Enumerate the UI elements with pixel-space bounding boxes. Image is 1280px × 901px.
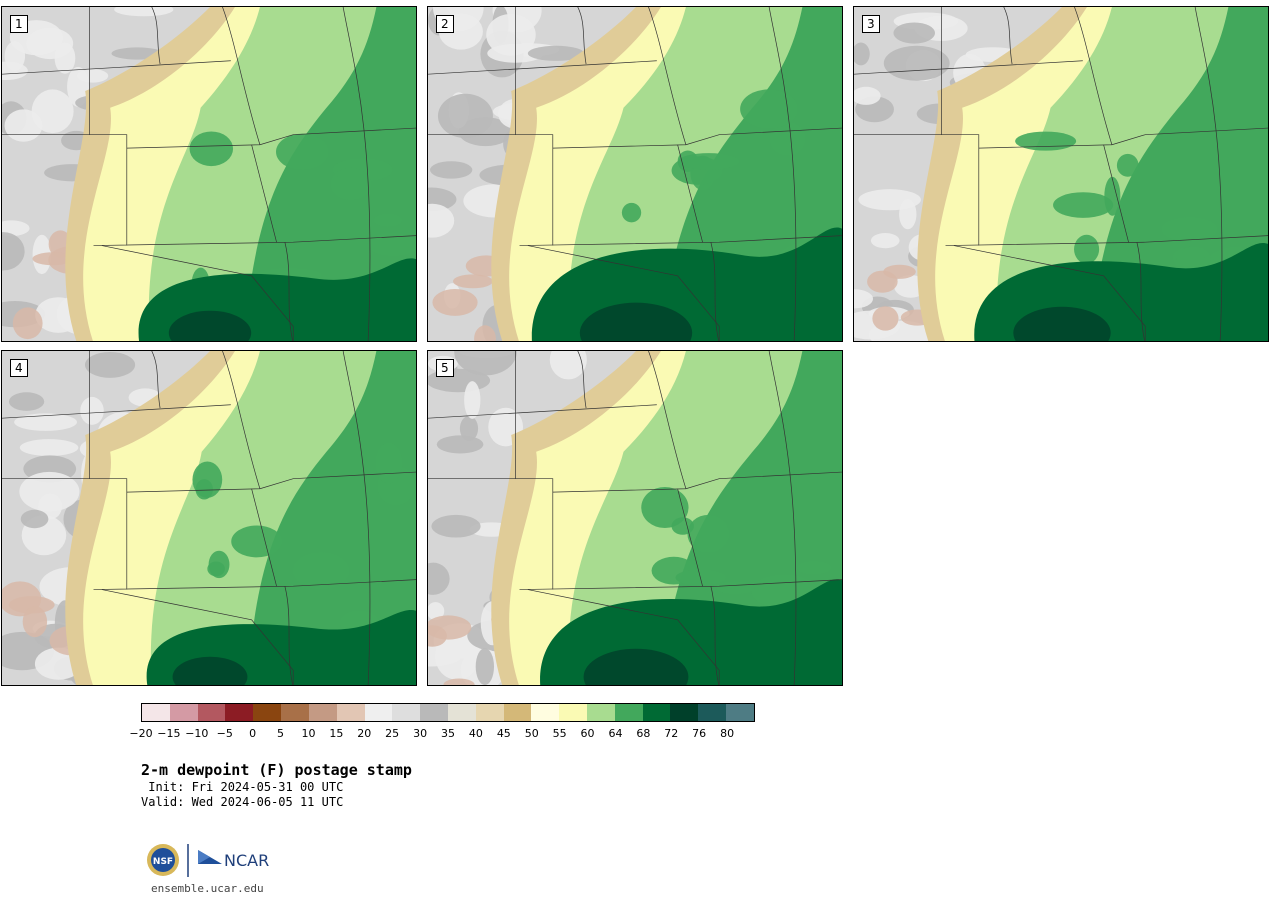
dewpoint-map-3	[854, 7, 1268, 341]
member-label: 2	[436, 15, 454, 33]
colorbar-tick-label: 72	[664, 727, 679, 740]
colorbar-swatch	[364, 704, 393, 721]
colorbar-swatch	[420, 704, 448, 721]
stamp-panel-5: 5	[427, 350, 843, 686]
colorbar-swatch	[197, 704, 226, 721]
nsf-logo: NSF	[147, 844, 179, 876]
stamp-panel-4: 4	[1, 350, 417, 686]
svg-text:NSF: NSF	[153, 857, 173, 867]
colorbar-tick-label: 30	[413, 727, 428, 740]
member-label: 1	[10, 15, 28, 33]
colorbar-swatch	[281, 704, 309, 721]
colorbar-tick-label: 25	[385, 727, 400, 740]
colorbar-tick-label: 80	[720, 727, 735, 740]
ncar-logo: NCAR	[198, 850, 269, 870]
colorbar-tick-label: −15	[157, 727, 181, 740]
colorbar-tick-label: 50	[524, 727, 539, 740]
dewpoint-map-1	[2, 7, 416, 341]
colorbar-swatch	[503, 704, 532, 721]
member-label: 5	[436, 359, 454, 377]
colorbar-tick-label: −10	[185, 727, 209, 740]
colorbar-swatch	[559, 704, 587, 721]
dewpoint-map-4	[2, 351, 416, 685]
colorbar-tick-label: 60	[580, 727, 595, 740]
colorbar-swatch	[670, 704, 699, 721]
colorbar-tick-label: 20	[357, 727, 372, 740]
colorbar-swatch	[142, 704, 170, 721]
colorbar	[141, 703, 755, 722]
colorbar-swatch	[475, 704, 504, 721]
colorbar-tick-label: 5	[277, 727, 285, 740]
logos: NSF NCAR	[146, 842, 276, 882]
colorbar-tick-label: 76	[692, 727, 707, 740]
colorbar-tick-label: 55	[552, 727, 567, 740]
colorbar-swatch	[587, 704, 615, 721]
dewpoint-map-2	[428, 7, 842, 341]
colorbar-tick-label: −20	[129, 727, 153, 740]
site-url: ensemble.ucar.edu	[151, 882, 264, 895]
init-time: Init: Fri 2024-05-31 00 UTC	[141, 780, 344, 794]
stamp-panel-3: 3	[853, 6, 1269, 342]
colorbar-tick-label: 68	[636, 727, 651, 740]
member-label: 4	[10, 359, 28, 377]
colorbar-tick-label: 0	[249, 727, 257, 740]
colorbar-swatch	[225, 704, 254, 721]
svg-text:NCAR: NCAR	[224, 851, 269, 870]
colorbar-tick-label: 15	[329, 727, 344, 740]
colorbar-tick-label: 10	[301, 727, 316, 740]
colorbar-tick-label: 64	[608, 727, 623, 740]
colorbar-swatch	[169, 704, 198, 721]
colorbar-swatch	[531, 704, 560, 721]
colorbar-tick-label: 45	[496, 727, 511, 740]
nsf-ncar-logo: NSF NCAR	[147, 844, 269, 877]
colorbar-swatch	[336, 704, 365, 721]
colorbar-swatch	[698, 704, 727, 721]
colorbar-ticks: −20 −15 −10 −5 0 5 10 15 20 25 30 35 40 45 50 55 60 64 68 7…	[129, 727, 755, 741]
colorbar-swatch	[308, 704, 337, 721]
colorbar-swatch	[392, 704, 421, 721]
colorbar-swatch	[642, 704, 671, 721]
stamp-panel-2: 2	[427, 6, 843, 342]
colorbar-tick-label: 40	[468, 727, 483, 740]
valid-time: Valid: Wed 2024-06-05 11 UTC	[141, 795, 344, 809]
stamp-panel-1: 1	[1, 6, 417, 342]
dewpoint-map-5	[428, 351, 842, 685]
colorbar-swatch	[253, 704, 282, 721]
colorbar-swatch	[614, 704, 643, 721]
colorbar-tick-label: −5	[216, 727, 233, 740]
colorbar-swatch	[726, 704, 754, 721]
colorbar-tick-label: 35	[441, 727, 455, 740]
member-label: 3	[862, 15, 880, 33]
colorbar-swatch	[447, 704, 476, 721]
page-title: 2-m dewpoint (F) postage stamp	[141, 761, 412, 779]
